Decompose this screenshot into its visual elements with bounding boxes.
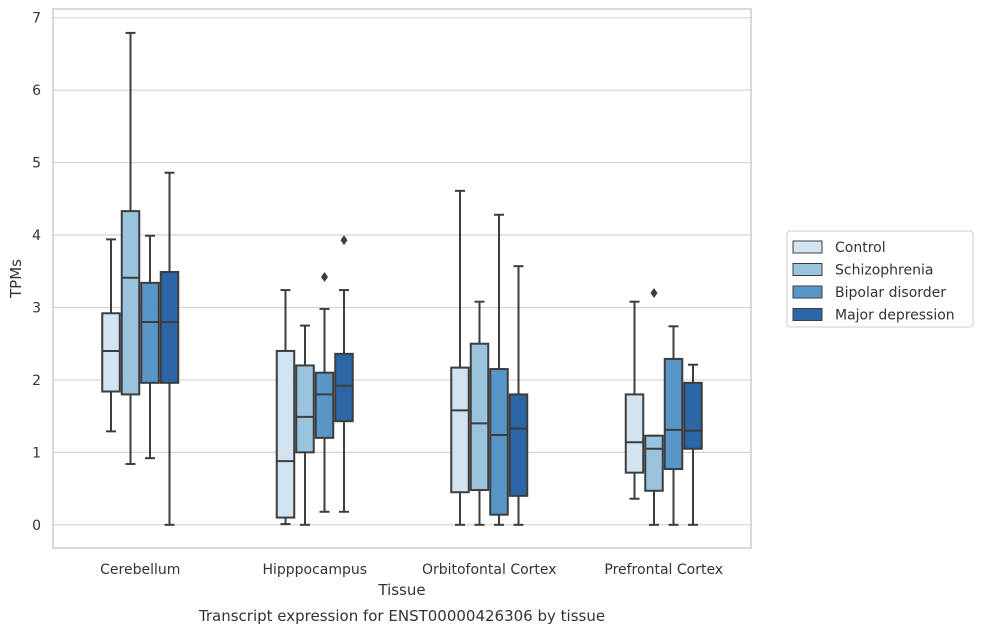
box-body xyxy=(644,434,664,492)
y-tick-label: 3 xyxy=(32,300,41,316)
y-tick-labels: 0 1 2 3 4 5 6 7 xyxy=(32,11,41,534)
y-tick-label: 2 xyxy=(32,373,41,389)
outlier-point xyxy=(340,235,348,246)
box xyxy=(663,325,684,526)
x-tick-label: Cerebellum xyxy=(100,562,180,578)
box-body xyxy=(120,210,141,396)
box xyxy=(334,235,354,513)
box-body xyxy=(314,371,335,439)
y-tick-label: 4 xyxy=(32,228,41,244)
legend-label: Major depression xyxy=(835,308,955,324)
box xyxy=(140,234,160,460)
box-body xyxy=(663,357,684,471)
box-body xyxy=(275,349,296,519)
legend-swatch xyxy=(792,308,823,321)
box xyxy=(275,289,296,526)
box-body xyxy=(450,366,470,494)
legend: Control Schizophrenia Bipolar disorder Majo… xyxy=(786,230,974,328)
x-axis-label: Tissue xyxy=(377,581,425,599)
legend-label: Schizophrenia xyxy=(835,263,933,279)
box-body xyxy=(159,270,180,384)
box xyxy=(314,272,335,513)
box-body xyxy=(334,352,354,423)
legend-label: Control xyxy=(835,240,886,256)
legend-frame xyxy=(786,230,974,328)
y-axis-label: TPMs xyxy=(7,259,25,299)
box xyxy=(295,324,315,526)
y-tick-label: 6 xyxy=(32,83,41,99)
x-tick-labels: Cerebellum Hipppocampus Orbitofontal Corte… xyxy=(100,562,723,578)
y-tick-label: 0 xyxy=(32,518,41,534)
box-body xyxy=(683,381,703,450)
box xyxy=(624,300,645,500)
box-body xyxy=(140,281,160,384)
box xyxy=(469,300,490,526)
box-body xyxy=(101,312,121,393)
box xyxy=(159,171,180,526)
chart-caption: Transcript expression for ENST0000042630… xyxy=(198,607,605,625)
y-tick-label: 5 xyxy=(32,156,41,172)
x-tick-label: Prefrontal Cortex xyxy=(604,562,723,578)
legend-label: Bipolar disorder xyxy=(835,285,946,301)
outlier-point xyxy=(321,272,328,283)
box-body xyxy=(469,342,490,492)
box xyxy=(644,287,664,526)
legend-swatch xyxy=(792,263,823,276)
x-tick-label: Orbitofontal Cortex xyxy=(422,562,557,578)
box xyxy=(489,213,509,526)
legend-swatch xyxy=(792,240,823,254)
box xyxy=(101,238,121,433)
box-body xyxy=(624,393,645,474)
x-tick-label: Hipppocampus xyxy=(262,562,367,578)
box-body xyxy=(489,368,509,516)
y-tick-label: 1 xyxy=(32,445,41,461)
box xyxy=(450,189,470,526)
y-tick-label: 7 xyxy=(32,11,41,27)
outlier-point xyxy=(650,287,658,298)
box-series xyxy=(101,31,703,526)
box-body xyxy=(295,364,315,454)
box-body xyxy=(508,393,529,497)
plot-frame xyxy=(52,8,752,549)
legend-swatch xyxy=(792,285,823,299)
box xyxy=(683,363,703,526)
box xyxy=(508,265,529,526)
box xyxy=(120,31,141,465)
